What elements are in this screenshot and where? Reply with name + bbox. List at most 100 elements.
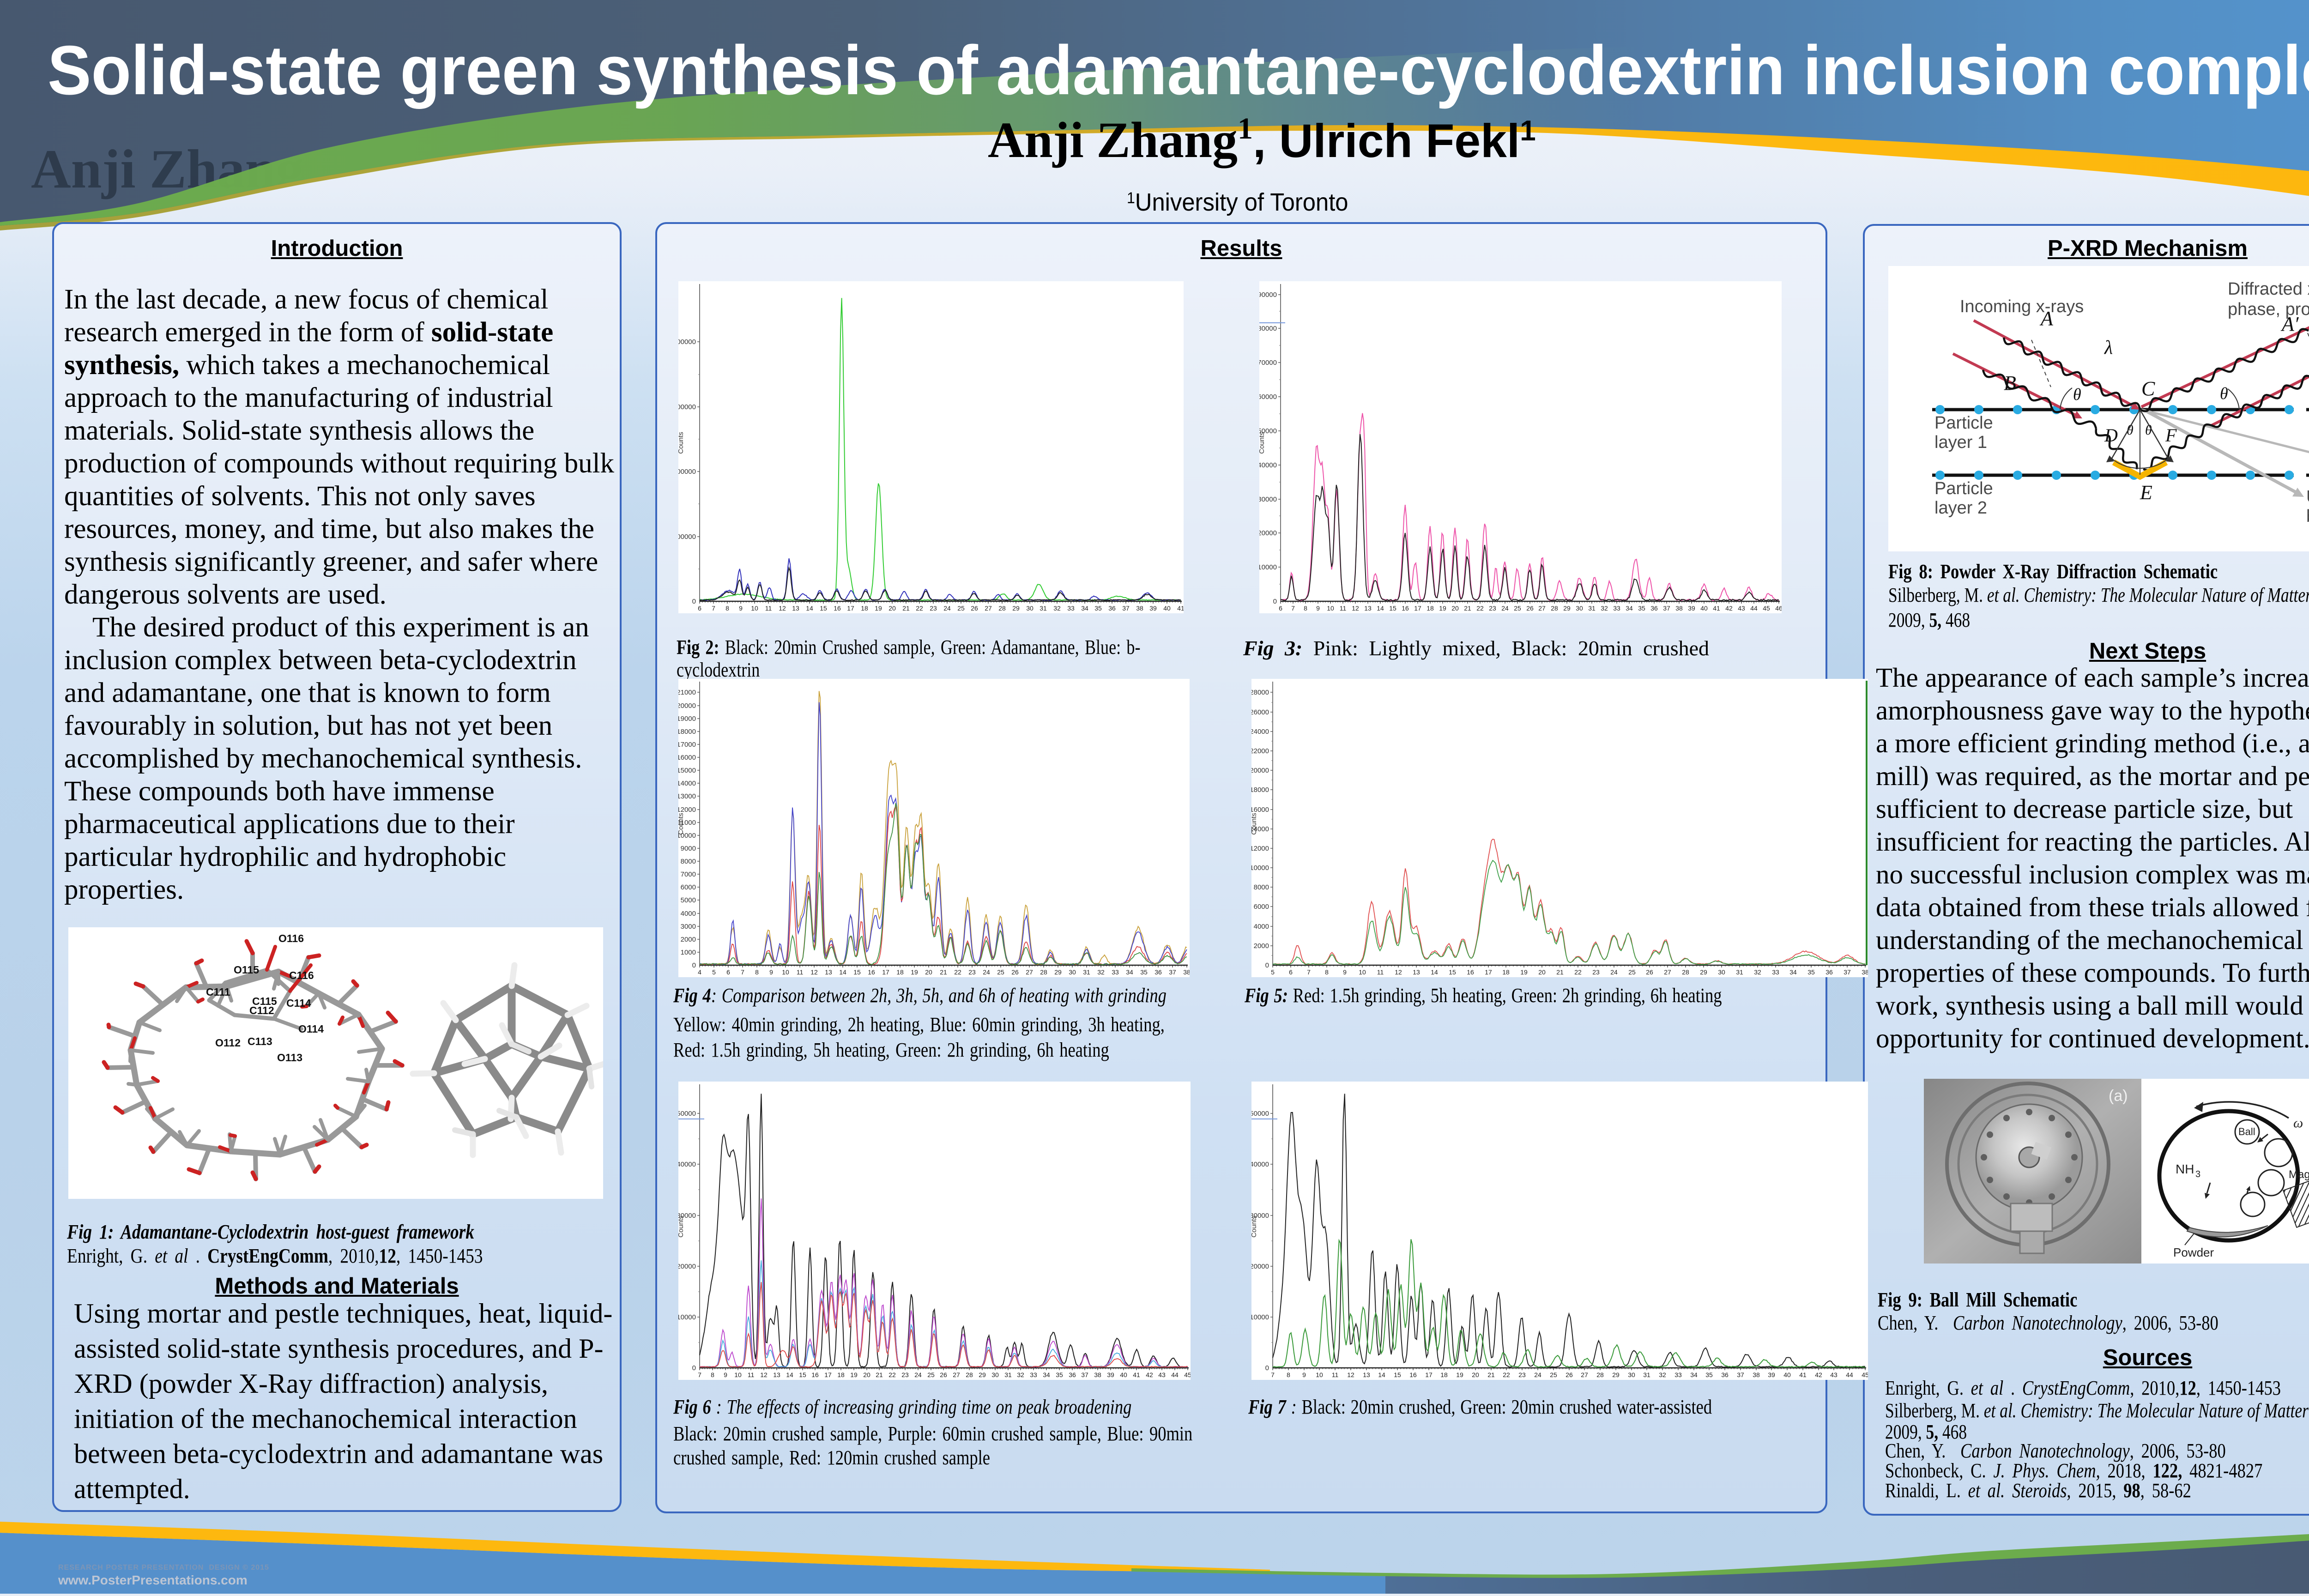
svg-text:17: 17 — [1414, 605, 1421, 612]
svg-text:8: 8 — [1287, 1371, 1290, 1378]
svg-text:8: 8 — [711, 1371, 714, 1378]
svg-text:28: 28 — [998, 605, 1006, 612]
svg-text:28000: 28000 — [1251, 689, 1269, 696]
svg-text:27: 27 — [1026, 968, 1033, 976]
svg-text:13: 13 — [825, 968, 832, 976]
svg-text:38: 38 — [1753, 1371, 1760, 1378]
svg-text:26: 26 — [971, 605, 978, 612]
svg-text:13: 13 — [1413, 968, 1420, 976]
svg-text:24: 24 — [1501, 605, 1509, 612]
svg-text:30000: 30000 — [1251, 1212, 1269, 1220]
svg-text:3000: 3000 — [681, 923, 696, 931]
svg-text:2000: 2000 — [1254, 942, 1269, 950]
svg-text:36: 36 — [1154, 968, 1162, 976]
svg-text:12: 12 — [1395, 968, 1402, 976]
svg-text:30: 30 — [1718, 968, 1725, 976]
svg-text:18: 18 — [861, 605, 868, 612]
svg-text:39: 39 — [1107, 1371, 1114, 1378]
svg-text:5000: 5000 — [681, 896, 696, 904]
svg-text:38: 38 — [1675, 605, 1683, 612]
svg-text:19: 19 — [850, 1371, 858, 1378]
svg-text:17000: 17000 — [678, 741, 696, 749]
svg-text:23: 23 — [930, 605, 937, 612]
svg-text:32: 32 — [1053, 605, 1061, 612]
svg-text:Particle: Particle — [1934, 479, 1993, 498]
svg-text:200000: 200000 — [678, 468, 696, 476]
svg-text:23: 23 — [1518, 1371, 1526, 1378]
svg-text:C: C — [2141, 377, 2155, 400]
svg-text:Powder: Powder — [2173, 1245, 2214, 1259]
svg-text:10000: 10000 — [678, 1313, 696, 1321]
svg-text:17: 17 — [847, 605, 854, 612]
svg-text:42: 42 — [1146, 1371, 1153, 1378]
svg-text:4: 4 — [698, 968, 701, 976]
svg-text:4000: 4000 — [681, 910, 696, 918]
svg-text:25: 25 — [927, 1371, 935, 1378]
svg-text:32: 32 — [1601, 605, 1608, 612]
svg-text:22: 22 — [1476, 605, 1484, 612]
svg-text:layer 1: layer 1 — [1934, 433, 1987, 452]
svg-text:beam: beam — [2306, 507, 2309, 526]
svg-text:E: E — [2140, 481, 2152, 504]
svg-text:Diffracted x-rays, in: Diffracted x-rays, in — [2228, 279, 2309, 299]
svg-text:C116: C116 — [289, 969, 314, 981]
svg-text:28: 28 — [1551, 605, 1558, 612]
svg-text:50000: 50000 — [1251, 1110, 1269, 1118]
svg-text:14000: 14000 — [678, 780, 696, 787]
svg-text:37: 37 — [1169, 968, 1176, 976]
svg-text:23: 23 — [1489, 605, 1496, 612]
svg-text:28: 28 — [1596, 1371, 1604, 1378]
svg-text:16: 16 — [1467, 968, 1474, 976]
svg-text:43: 43 — [1738, 605, 1745, 612]
svg-text:38: 38 — [1183, 968, 1190, 976]
svg-text:31: 31 — [1083, 968, 1090, 976]
svg-text:20000: 20000 — [678, 702, 696, 710]
svg-text:100000: 100000 — [678, 533, 696, 541]
svg-text:θ: θ — [2220, 384, 2228, 403]
svg-text:O115: O115 — [234, 964, 259, 976]
svg-text:10: 10 — [1359, 968, 1366, 976]
svg-text:35: 35 — [1140, 968, 1148, 976]
svg-text:42: 42 — [1725, 605, 1733, 612]
svg-text:27: 27 — [1538, 605, 1546, 612]
svg-text:45: 45 — [1763, 605, 1770, 612]
svg-text:20000: 20000 — [1251, 1263, 1269, 1270]
svg-text:A: A — [2039, 307, 2054, 330]
svg-text:40000: 40000 — [678, 1161, 696, 1168]
svg-text:23: 23 — [968, 968, 976, 976]
svg-text:6: 6 — [1279, 605, 1282, 612]
svg-text:40000: 40000 — [1251, 1161, 1269, 1168]
svg-text:C112: C112 — [249, 1004, 274, 1016]
svg-text:37: 37 — [1737, 1371, 1744, 1378]
svg-text:80000: 80000 — [1259, 325, 1277, 332]
svg-text:8: 8 — [1304, 605, 1307, 612]
svg-text:λ: λ — [2103, 337, 2113, 358]
svg-text:25: 25 — [1628, 968, 1636, 976]
svg-text:10: 10 — [782, 968, 789, 976]
svg-text:45: 45 — [1184, 1371, 1191, 1378]
svg-text:12000: 12000 — [678, 806, 696, 814]
svg-text:11: 11 — [1377, 968, 1384, 976]
svg-text:33: 33 — [1772, 968, 1779, 976]
svg-text:40: 40 — [1120, 1371, 1127, 1378]
svg-text:16: 16 — [1409, 1371, 1417, 1378]
svg-text:31: 31 — [1040, 605, 1047, 612]
svg-text:20: 20 — [863, 1371, 870, 1378]
svg-text:27: 27 — [953, 1371, 960, 1378]
svg-text:39: 39 — [1768, 1371, 1775, 1378]
svg-text:20: 20 — [1538, 968, 1546, 976]
svg-text:10: 10 — [1316, 1371, 1323, 1378]
svg-text:C111: C111 — [206, 986, 230, 998]
svg-text:40: 40 — [1163, 605, 1171, 612]
svg-text:14: 14 — [839, 968, 846, 976]
svg-text:26: 26 — [940, 1371, 947, 1378]
svg-text:12000: 12000 — [1251, 845, 1269, 852]
svg-text:15: 15 — [1389, 605, 1396, 612]
svg-text:15: 15 — [853, 968, 861, 976]
svg-text:9: 9 — [739, 605, 743, 612]
svg-text:16: 16 — [811, 1371, 819, 1378]
svg-text:14: 14 — [1431, 968, 1438, 976]
svg-text:14: 14 — [806, 605, 813, 612]
svg-text:16: 16 — [834, 605, 841, 612]
svg-text:24: 24 — [1610, 968, 1618, 976]
